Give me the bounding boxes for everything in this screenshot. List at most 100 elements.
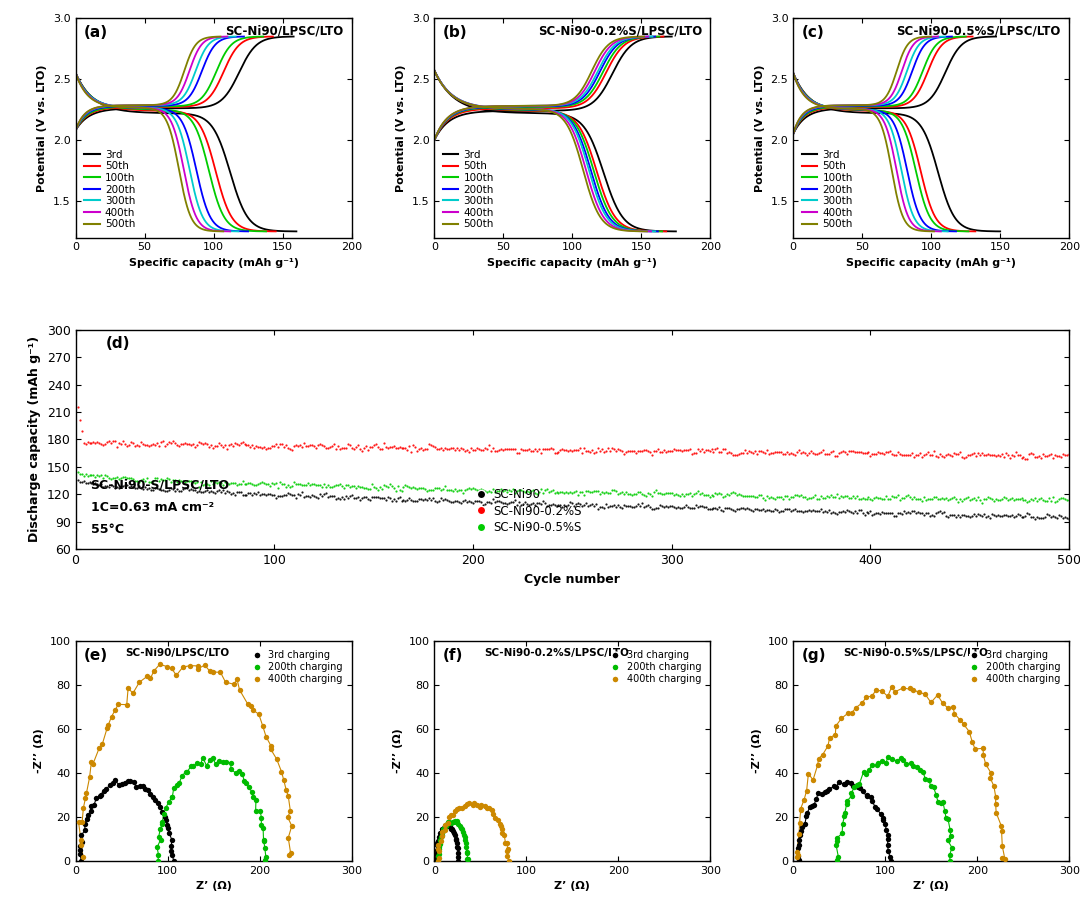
Point [325, 489, 342, 504]
Point [734, 488, 752, 503]
Point [756, 446, 773, 460]
Point [918, 506, 935, 520]
Point [95, 784, 112, 798]
Point [777, 489, 794, 504]
Point [379, 480, 396, 495]
Point [916, 508, 933, 523]
Point [289, 487, 307, 502]
Point [854, 490, 872, 505]
Point [491, 817, 509, 832]
Point [982, 771, 999, 786]
Point [883, 752, 901, 766]
Point [247, 804, 265, 818]
Point [1015, 492, 1032, 506]
Point [430, 846, 447, 861]
Point [973, 508, 990, 523]
Point [951, 445, 969, 459]
Point [713, 444, 730, 458]
Point [443, 822, 460, 836]
Point [136, 438, 153, 452]
Point [405, 494, 422, 508]
Point [866, 800, 883, 814]
Point [812, 502, 829, 516]
Point [838, 796, 855, 811]
Point [447, 832, 464, 846]
Point [895, 448, 913, 462]
Point [365, 480, 382, 495]
Point [526, 442, 543, 457]
Point [679, 500, 697, 515]
Point [843, 444, 861, 458]
Point [806, 504, 823, 518]
Point [124, 480, 141, 495]
Point [240, 476, 257, 490]
Point [834, 490, 851, 505]
Point [481, 484, 498, 498]
Point [224, 439, 241, 454]
Point [446, 443, 463, 458]
Point [484, 492, 501, 506]
Point [361, 481, 378, 496]
Point [1015, 509, 1032, 524]
Point [164, 789, 181, 804]
Point [772, 445, 789, 459]
Point [194, 478, 212, 493]
Point [268, 476, 285, 490]
Point [791, 838, 808, 853]
Point [284, 487, 301, 502]
Point [176, 436, 193, 450]
Point [694, 445, 712, 459]
Point [239, 697, 256, 711]
Point [755, 491, 772, 506]
Point [443, 482, 460, 496]
Point [512, 498, 529, 513]
Point [1007, 509, 1024, 524]
Point [744, 489, 761, 504]
Point [562, 485, 579, 499]
Point [486, 443, 503, 458]
Point [159, 437, 176, 451]
Point [1018, 506, 1036, 520]
Point [401, 480, 418, 495]
Point [850, 779, 867, 794]
Point [152, 471, 170, 486]
Point [445, 441, 462, 456]
Point [777, 447, 794, 461]
Point [635, 500, 652, 515]
Point [585, 446, 603, 460]
Point [808, 492, 825, 506]
Point [665, 487, 683, 502]
Point [955, 718, 972, 732]
Point [375, 436, 392, 450]
Point [559, 497, 577, 512]
Point [355, 490, 373, 505]
Point [810, 504, 827, 518]
Point [869, 506, 887, 520]
Point [1042, 447, 1059, 461]
Point [89, 477, 106, 491]
Point [262, 742, 280, 757]
Point [597, 444, 615, 458]
Point [957, 491, 974, 506]
Point [542, 497, 559, 512]
Point [582, 497, 599, 512]
Point [226, 487, 243, 502]
Point [107, 471, 124, 486]
Point [644, 488, 661, 503]
Point [534, 494, 551, 508]
Point [798, 492, 815, 506]
Point [79, 435, 96, 449]
Point [585, 498, 603, 513]
Point [150, 482, 167, 496]
Point [651, 498, 669, 513]
Point [450, 483, 468, 497]
Point [568, 443, 585, 458]
Point [762, 489, 780, 504]
Point [538, 499, 555, 514]
Point [949, 448, 967, 462]
Point [159, 817, 176, 832]
Point [991, 492, 1009, 506]
Point [497, 835, 514, 850]
Point [91, 469, 108, 484]
Point [77, 791, 94, 805]
